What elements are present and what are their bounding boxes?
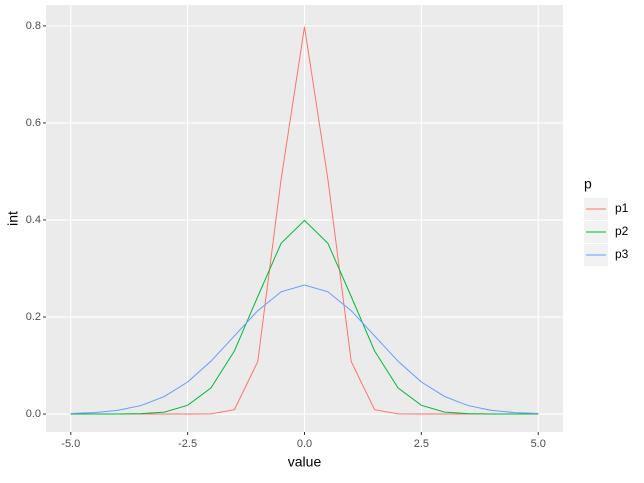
y-tick-label: 0.6 [26, 117, 41, 129]
legend-label: p1 [615, 201, 629, 215]
series-line [70, 284, 539, 415]
x-tick-label: 5.0 [531, 438, 546, 450]
y-tick-label: 0.8 [26, 20, 41, 32]
series-line [70, 26, 539, 415]
legend-label: p2 [615, 224, 629, 238]
x-tick-label: -5.0 [61, 438, 80, 450]
y-axis-title: int [5, 211, 21, 226]
y-tick-label: 0.2 [26, 311, 41, 323]
x-tick-label: 0.0 [297, 438, 312, 450]
x-tick-label: 2.5 [414, 438, 429, 450]
x-axis-title: value [288, 454, 322, 470]
legend-label: p3 [615, 247, 629, 261]
legend-title: p [584, 176, 592, 192]
y-tick-label: 0.4 [26, 214, 41, 226]
x-tick-label: -2.5 [178, 438, 197, 450]
y-tick-label: 0.0 [26, 408, 41, 420]
series-line [70, 219, 539, 415]
